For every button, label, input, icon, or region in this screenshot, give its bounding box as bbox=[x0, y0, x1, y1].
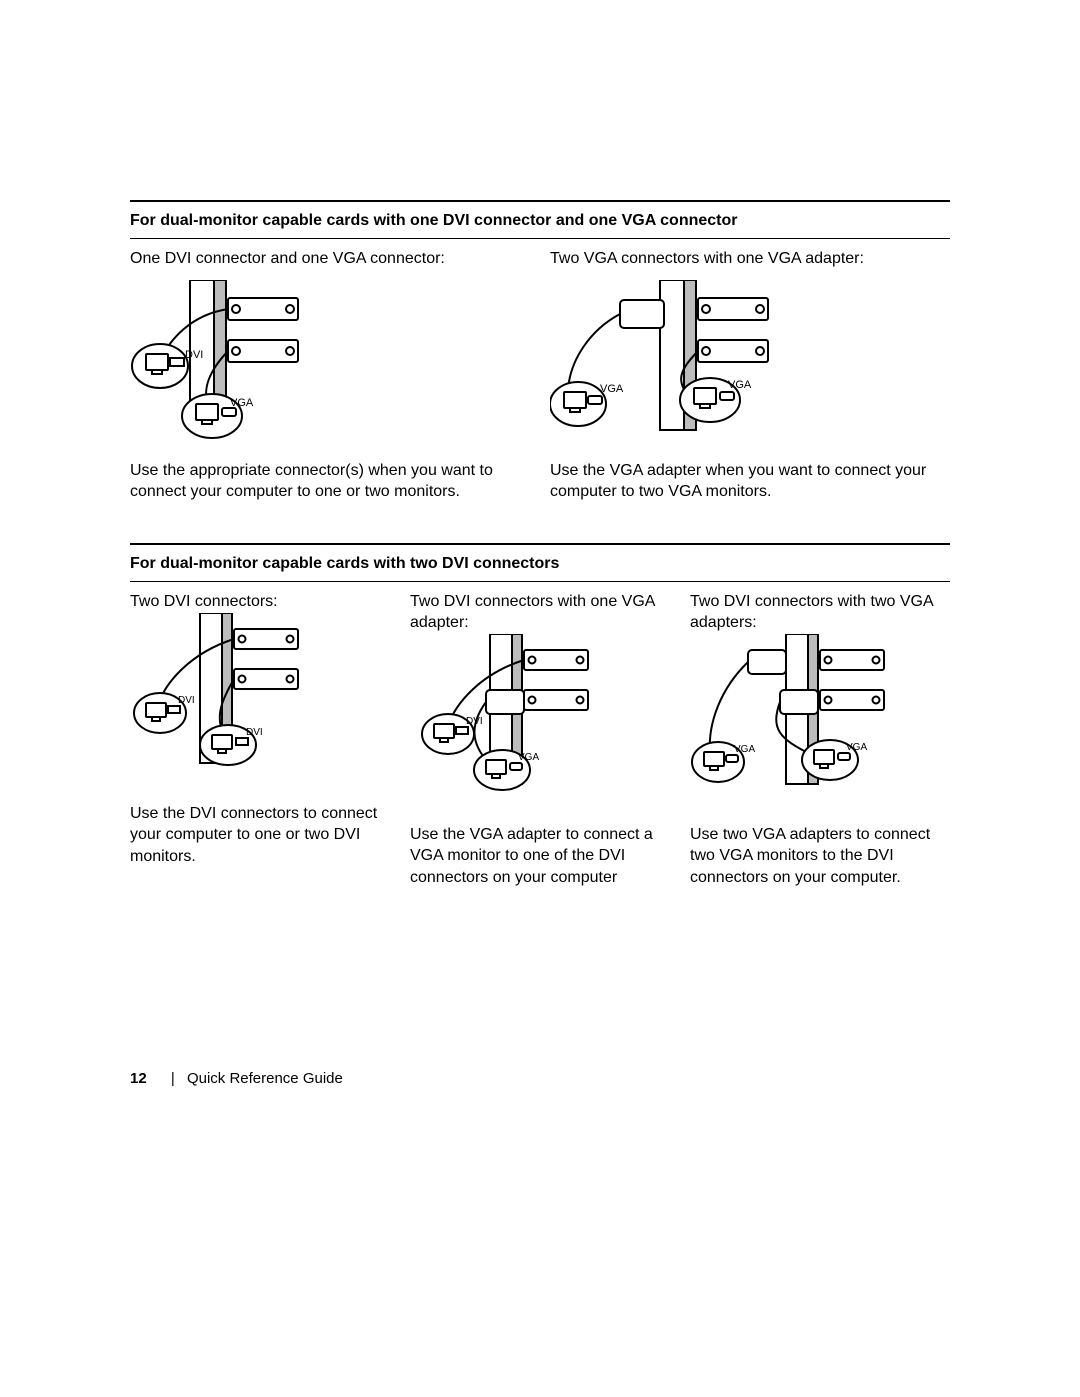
s2-col1-title: Two DVI connectors with one VGA adapter: bbox=[410, 592, 670, 634]
s2-col2-title: Two DVI connectors with two VGA adapters… bbox=[690, 592, 950, 634]
s2-col2-diagram: VGA VGA bbox=[690, 644, 950, 814]
s1c0-labelB: VGA bbox=[230, 397, 254, 409]
s1c1-labelA: VGA bbox=[600, 383, 624, 395]
s2-col1-desc: Use the VGA adapter to connect a VGA mon… bbox=[410, 824, 670, 889]
s2c2-labelB: VGA bbox=[846, 742, 867, 753]
footer-sep: | bbox=[171, 1070, 175, 1087]
s2-col2-desc: Use two VGA adapters to connect two VGA … bbox=[690, 824, 950, 889]
footer-title: Quick Reference Guide bbox=[187, 1070, 343, 1087]
section1-header: For dual-monitor capable cards with one … bbox=[130, 208, 950, 239]
s1-col1-diagram: VGA VGA bbox=[550, 280, 950, 450]
page-footer: 12 | Quick Reference Guide bbox=[130, 1070, 343, 1087]
s2-col1-diagram: DVI VGA bbox=[410, 644, 670, 814]
s2c1-labelA: DVI bbox=[466, 716, 483, 727]
s2c0-labelA: DVI bbox=[178, 695, 195, 706]
section2-header: For dual-monitor capable cards with two … bbox=[130, 551, 950, 582]
s2c1-labelB: VGA bbox=[518, 752, 539, 763]
s2-col0: Two DVI connectors: bbox=[130, 592, 390, 888]
s1-col1: Two VGA connectors with one VGA adapter: bbox=[550, 249, 950, 503]
s1-col1-title: Two VGA connectors with one VGA adapter: bbox=[550, 249, 950, 270]
s2c2-labelA: VGA bbox=[734, 744, 755, 755]
s1-col1-desc: Use the VGA adapter when you want to con… bbox=[550, 460, 950, 503]
s1-col0-desc: Use the appropriate connector(s) when yo… bbox=[130, 460, 530, 503]
s1-col0: One DVI connector and one VGA connector: bbox=[130, 249, 530, 503]
s2-col2: Two DVI connectors with two VGA adapters… bbox=[690, 592, 950, 888]
s1-col0-diagram: DVI VGA bbox=[130, 280, 530, 450]
s2-col0-title: Two DVI connectors: bbox=[130, 592, 390, 613]
s2-col1: Two DVI connectors with one VGA adapter: bbox=[410, 592, 670, 888]
s2c0-labelB: DVI bbox=[246, 727, 263, 738]
s2-col0-diagram: DVI DVI bbox=[130, 623, 390, 793]
s1-col0-title: One DVI connector and one VGA connector: bbox=[130, 249, 530, 270]
s2-col0-desc: Use the DVI connectors to connect your c… bbox=[130, 803, 390, 868]
page-number: 12 bbox=[130, 1070, 147, 1087]
s1c1-labelB: VGA bbox=[728, 379, 752, 391]
s1c0-labelA: DVI bbox=[185, 349, 203, 361]
